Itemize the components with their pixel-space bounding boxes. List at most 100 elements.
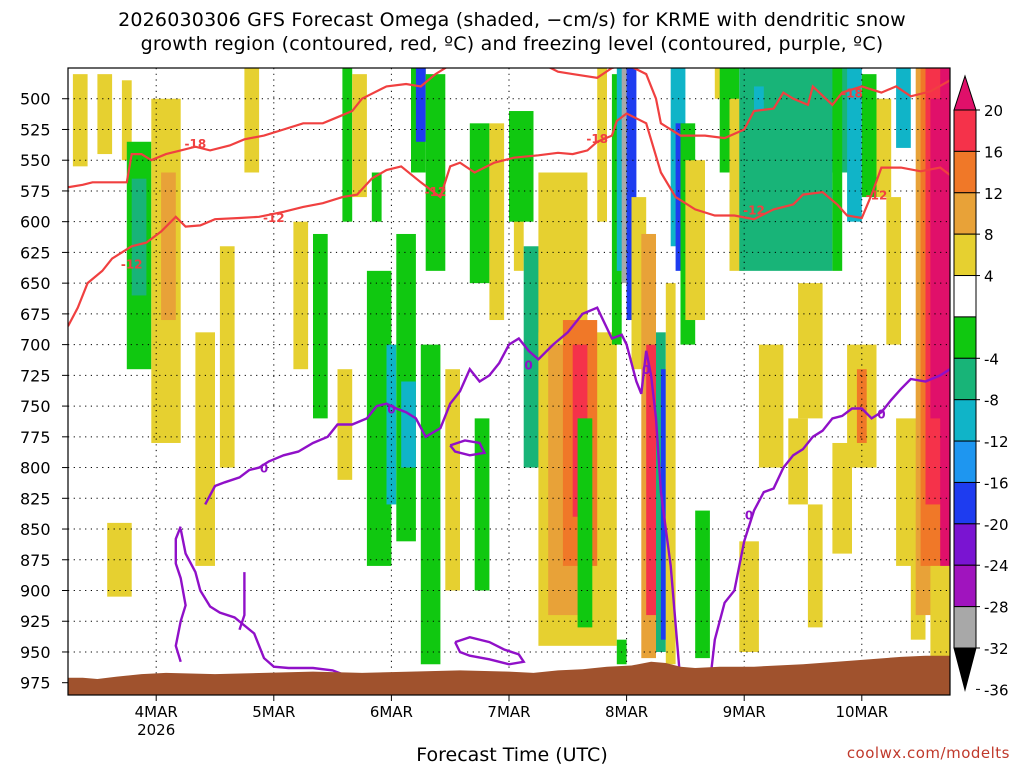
dendritic-contour-label: -18 [586,132,608,146]
omega-cell [695,510,710,659]
omega-cell [219,246,235,468]
freezing-contour-label: 0 [642,363,650,377]
x-tick-label: 4MAR [135,703,178,721]
y-tick-label: 975 [20,674,51,693]
freezing-contour-line [238,572,246,631]
colorbar-label: -16 [984,474,1009,492]
y-tick-label: 775 [20,428,51,447]
omega-cell [469,123,490,284]
grid [68,68,950,695]
omega-cell [513,209,524,271]
omega-cell [401,381,416,468]
omega-cell [195,332,215,566]
omega-cell [714,68,725,99]
omega-cell [685,160,705,321]
colorbar-segment [953,564,977,608]
omega-cell [577,418,593,628]
y-tick-label: 500 [20,90,51,109]
colorbar-label: -24 [984,557,1009,575]
colorbar-segment [953,357,977,401]
colorbar-label: -28 [984,599,1009,617]
y-tick-label: 625 [20,243,51,262]
colorbar-segment [953,481,977,525]
omega-cell [788,418,808,505]
y-axis: 500 525 550 575 600 625 650 675 700 725 750 775 800 8… [20,90,68,693]
omega-cell [342,68,353,222]
y-tick-label: 700 [20,336,51,355]
colorbar-segment [953,192,977,235]
omega-cell [832,442,852,554]
freezing-contour-line [449,439,487,457]
omega-cell [121,80,132,161]
colorbar-label: -12 [984,433,1009,451]
freezing-contour-line [204,306,682,683]
y-tick-label: 650 [20,274,51,293]
freezing-contour-line [174,526,187,663]
omega-cell [832,68,843,271]
dendritic-contour-label: -18 [185,137,207,151]
colorbar-segment [953,275,977,318]
colorbar-segment [953,399,977,442]
omega-cell [758,344,784,468]
freezing-contour-label: 0 [877,407,885,421]
colorbar: 20 16 12 8 4 -4 -8 -12 -16 -20 -24 -28 -32 -36 [953,74,1009,699]
omega-cell [445,369,460,591]
omega-cell [940,68,950,591]
freezing-contour-line [708,368,950,683]
colorbar-label: -36 [984,681,1009,699]
omega-cell [798,283,823,419]
omega-cell [597,68,607,222]
colorbar-segment [953,523,977,566]
colorbar-label: 8 [984,226,994,244]
omega-cell [930,565,950,659]
y-tick-label: 575 [20,182,51,201]
omega-cell [847,68,862,222]
freezing-contour-label: 0 [260,462,268,476]
dendritic-contour-label: -12 [866,189,888,203]
dendritic-contours: -18-18-18-12-12-12-12-12 [68,68,950,327]
omega-cell [244,68,260,173]
x-tick-label: 7MAR [487,703,530,721]
y-tick-label: 725 [20,366,51,385]
dendritic-contour-line [68,68,448,189]
omega-cell [415,68,426,142]
colorbar-label: -4 [984,350,999,368]
omega-cell [807,504,823,628]
omega-cell [739,172,833,271]
y-tick-label: 800 [20,459,51,478]
colorbar-segment [953,109,977,152]
y-tick-label: 925 [20,612,51,631]
omega-cell [131,178,147,296]
chart-title: 2026030306 GFS Forecast Omega (shaded, −… [118,9,906,55]
x-tick-label: 8MAR [605,703,648,721]
colorbar-label: 4 [984,268,994,286]
y-tick-label: 525 [20,120,51,139]
y-tick-label: 950 [20,643,51,662]
colorbar-label: 20 [984,102,1003,120]
colorbar-arrow-top [953,74,977,111]
omega-cell [352,74,367,198]
omega-cell [474,418,490,591]
omega-shading [72,68,950,665]
x-axis-label: Forecast Time (UTC) [416,744,608,766]
colorbar-label: 12 [984,185,1003,203]
y-tick-label: 600 [20,213,51,232]
omega-cell [646,344,656,616]
x-tick-sublabel: 2026 [137,721,175,739]
y-tick-label: 900 [20,582,51,601]
x-tick-label: 10MAR [835,703,888,721]
y-tick-label: 550 [20,151,51,170]
colorbar-segment [953,316,977,359]
omega-cell [313,233,328,419]
colorbar-segment [953,233,977,277]
omega-cell [420,344,441,665]
freezing-contour-line [454,635,526,666]
omega-cell [626,68,637,321]
freezing-contour-label: 0 [745,508,753,522]
dendritic-contour-label: -12 [121,257,143,271]
credit-link[interactable]: coolwx.com/modelts [846,744,1010,762]
omega-cell [665,283,676,665]
x-tick-label: 6MAR [370,703,413,721]
